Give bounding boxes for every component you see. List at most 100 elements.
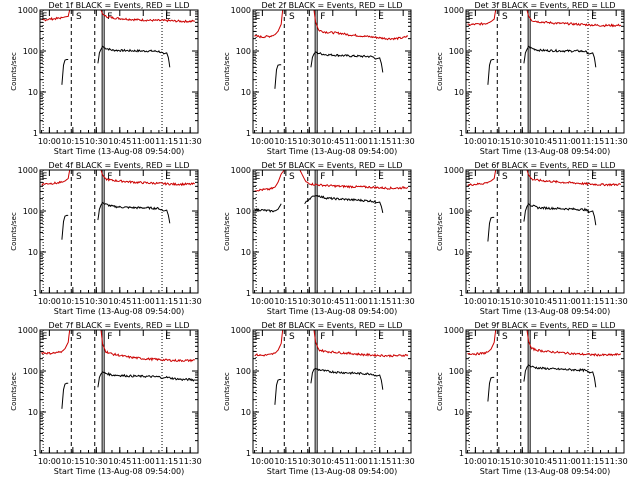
y-tick-label: 1000 [444, 166, 464, 175]
x-tick-label: 10:15 [487, 457, 510, 466]
x-tick-label: 10:45 [534, 137, 557, 146]
marker-label: S [502, 12, 508, 22]
y-tick-label: 1 [33, 129, 38, 138]
lld-line [313, 330, 409, 358]
x-tick-label: 11:30 [605, 137, 628, 146]
lld-line [100, 330, 196, 363]
x-tick-label: 10:45 [108, 457, 131, 466]
plot-frame [252, 329, 412, 454]
x-tick-label: 11:00 [345, 457, 368, 466]
x-tick-label: 11:30 [392, 457, 415, 466]
x-tick-label: 10:30 [85, 457, 108, 466]
marker-label: E [165, 332, 171, 342]
x-tick-label: 10:30 [511, 137, 534, 146]
events-line [61, 214, 69, 240]
x-tick-label: 10:30 [85, 297, 108, 306]
x-tick-label: 11:30 [392, 137, 415, 146]
events-line [304, 195, 384, 214]
y-axis-label: Counts/sec [436, 212, 444, 251]
lld-line [299, 170, 409, 190]
y-axis-label: Counts/sec [436, 52, 444, 91]
y-tick-label: 10 [241, 248, 251, 257]
x-tick-label: 11:30 [605, 297, 628, 306]
marker-label: E [255, 332, 261, 342]
y-tick-label: 1 [246, 289, 251, 298]
x-tick-label: 11:00 [345, 297, 368, 306]
marker-label: F [107, 332, 112, 342]
x-tick-label: 10:00 [464, 137, 487, 146]
x-tick-label: 10:00 [251, 137, 274, 146]
events-line [310, 367, 384, 390]
marker-label: E [378, 12, 384, 22]
y-tick-label: 1000 [18, 166, 38, 175]
x-tick-label: 10:00 [464, 297, 487, 306]
lld-line [526, 10, 622, 28]
y-tick-label: 1 [459, 129, 464, 138]
x-axis-label: Start Time (13-Aug-08 09:54:00) [480, 307, 611, 316]
y-tick-label: 100 [449, 367, 464, 376]
marker-label: E [468, 172, 474, 182]
y-tick-label: 1 [33, 289, 38, 298]
x-tick-label: 10:00 [38, 297, 61, 306]
marker-label: E [591, 172, 597, 182]
marker-label: E [255, 12, 261, 22]
x-tick-label: 11:15 [368, 137, 391, 146]
lld-line [526, 330, 621, 357]
x-tick-label: 11:00 [345, 137, 368, 146]
marker-label: E [255, 172, 261, 182]
x-tick-label: 11:30 [179, 297, 202, 306]
lld-line [41, 170, 71, 186]
x-tick-label: 10:45 [321, 137, 344, 146]
lld-line [467, 330, 497, 356]
lld-line [526, 170, 621, 187]
events-line [61, 382, 69, 409]
events-line [97, 371, 196, 388]
marker-label: E [165, 172, 171, 182]
marker-label: F [533, 172, 538, 182]
marker-label: F [533, 12, 538, 22]
y-tick-label: 1 [246, 129, 251, 138]
x-tick-label: 10:15 [61, 297, 84, 306]
y-axis-label: Counts/sec [223, 52, 231, 91]
x-axis-label: Start Time (13-Aug-08 09:54:00) [267, 147, 398, 156]
y-tick-label: 1000 [18, 326, 38, 335]
x-tick-label: 10:30 [298, 137, 321, 146]
y-tick-label: 1000 [444, 6, 464, 15]
y-axis-label: Counts/sec [436, 372, 444, 411]
events-line [523, 364, 597, 388]
events-line [487, 216, 495, 242]
lld-line [41, 330, 71, 356]
lld-line [254, 10, 284, 39]
subplot-title: Det 6f BLACK = Events, RED = LLD [474, 161, 615, 170]
events-line [523, 203, 597, 226]
y-tick-label: 100 [23, 207, 38, 216]
plot-frame [39, 169, 199, 294]
x-tick-label: 10:15 [274, 457, 297, 466]
lld-line [254, 330, 284, 357]
x-tick-label: 10:15 [487, 137, 510, 146]
marker-label: E [591, 12, 597, 22]
plot-frame [465, 329, 625, 454]
y-tick-label: 10 [28, 88, 38, 97]
subplot-title: Det 5f BLACK = Events, RED = LLD [261, 161, 402, 170]
x-axis-label: Start Time (13-Aug-08 09:54:00) [267, 307, 398, 316]
marker-label: E [468, 12, 474, 22]
lld-line [41, 10, 71, 22]
lld-line [100, 170, 195, 187]
marker-label: F [533, 332, 538, 342]
events-line [274, 64, 282, 89]
marker-label: S [502, 332, 508, 342]
x-tick-label: 10:45 [534, 297, 557, 306]
y-tick-label: 10 [28, 248, 38, 257]
plot-frame [252, 9, 412, 134]
x-tick-label: 11:30 [179, 137, 202, 146]
x-tick-label: 11:15 [155, 137, 178, 146]
x-tick-label: 10:00 [251, 297, 274, 306]
x-tick-label: 11:00 [558, 457, 581, 466]
events-line [310, 51, 384, 73]
marker-label: E [42, 172, 48, 182]
